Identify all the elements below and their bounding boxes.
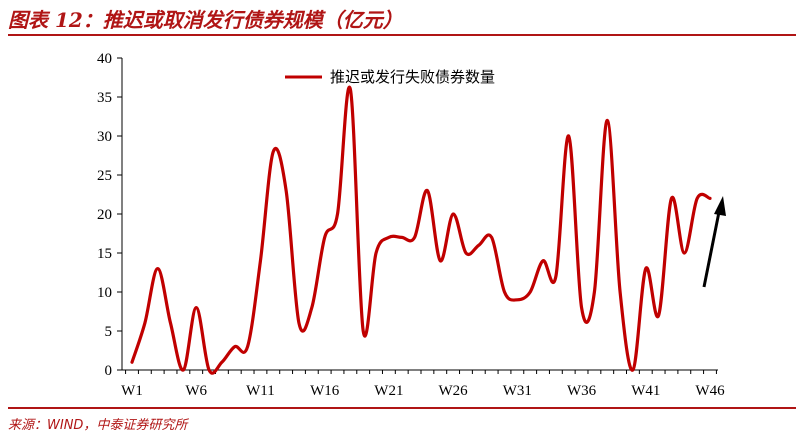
x-tick-label: W16 (310, 383, 340, 399)
y-tick-label: 10 (97, 285, 112, 301)
data-point-W27 (465, 252, 467, 254)
data-point-W46 (709, 197, 711, 199)
data-point-W4 (169, 322, 171, 324)
data-point-W14 (298, 322, 300, 324)
x-tick-label: W31 (503, 383, 532, 399)
data-point-W35 (568, 135, 570, 137)
data-point-W15 (311, 306, 313, 308)
trend-arrow-head (714, 196, 726, 216)
data-point-W22 (401, 236, 403, 238)
y-tick-label: 30 (97, 129, 112, 145)
series-line (130, 85, 712, 375)
y-tick-labels: 0 5 10 15 20 25 30 35 40 (97, 51, 112, 379)
data-point-W23 (413, 236, 415, 238)
data-point-W1 (131, 361, 133, 363)
trend-arrow-shaft (702, 211, 721, 288)
x-tick-labels: W1 W6 W11 W16 W21 W26 W31 W36 W41 W46 (121, 383, 725, 399)
data-point-W6 (195, 306, 197, 308)
y-tick-label: 20 (97, 207, 112, 223)
data-point-W12 (272, 150, 274, 152)
footer-rule (8, 407, 796, 409)
data-point-W13 (285, 189, 287, 191)
data-point-W5 (182, 369, 184, 371)
data-point-W16 (323, 236, 325, 238)
data-point-W11 (259, 260, 261, 262)
data-point-W45 (696, 197, 698, 199)
data-point-W9 (234, 345, 236, 347)
data-point-W17 (336, 213, 338, 215)
data-point-W33 (542, 260, 544, 262)
y-tick-label: 25 (97, 168, 112, 184)
y-tick-label: 5 (105, 324, 113, 340)
title-top-rule (8, 34, 796, 36)
data-point-W36 (580, 306, 582, 308)
data-point-W8 (221, 361, 223, 363)
data-point-W20 (375, 252, 377, 254)
data-point-W3 (156, 267, 158, 269)
source-note: 来源：WIND，中泰证券研究所 (8, 418, 188, 433)
x-tick-label: W1 (121, 383, 143, 399)
x-tick-label: W36 (567, 383, 597, 399)
x-tick-label: W41 (631, 383, 660, 399)
data-point-W10 (246, 345, 248, 347)
data-point-W40 (632, 369, 634, 371)
x-tick-label: W11 (246, 383, 275, 399)
trend-arrow (702, 196, 726, 288)
data-point-W2 (144, 322, 146, 324)
data-point-W28 (478, 244, 480, 246)
data-point-W7 (208, 369, 210, 371)
data-point-W34 (555, 275, 557, 277)
data-point-W31 (516, 299, 518, 301)
data-point-W24 (426, 189, 428, 191)
data-point-W25 (439, 260, 441, 262)
data-point-W42 (657, 314, 659, 316)
x-tick-label: W26 (439, 383, 469, 399)
legend: 推迟或发行失败债券数量 (285, 68, 495, 86)
data-point-W29 (490, 236, 492, 238)
data-point-W21 (388, 236, 390, 238)
x-tick-label: W46 (695, 383, 725, 399)
x-tick-label: W21 (374, 383, 403, 399)
y-tick-label: 0 (105, 363, 113, 379)
data-point-W44 (683, 252, 685, 254)
data-point-W32 (529, 291, 531, 293)
chart-axes (117, 57, 718, 374)
x-tick-label: W6 (185, 383, 207, 399)
data-point-W41 (645, 267, 647, 269)
legend-label: 推迟或发行失败债券数量 (330, 68, 495, 86)
y-tick-label: 15 (97, 246, 112, 262)
data-point-W43 (670, 197, 672, 199)
y-tick-label: 35 (97, 90, 112, 106)
data-point-W38 (606, 119, 608, 121)
data-point-W37 (593, 291, 595, 293)
data-point-W26 (452, 213, 454, 215)
data-point-W18 (349, 88, 351, 90)
data-point-W19 (362, 330, 364, 332)
data-point-W39 (619, 291, 621, 293)
data-point-W30 (503, 291, 505, 293)
y-tick-label: 40 (97, 51, 112, 67)
chart-title: 图表 12：推迟或取消发行债券规模（亿元） (8, 8, 403, 32)
